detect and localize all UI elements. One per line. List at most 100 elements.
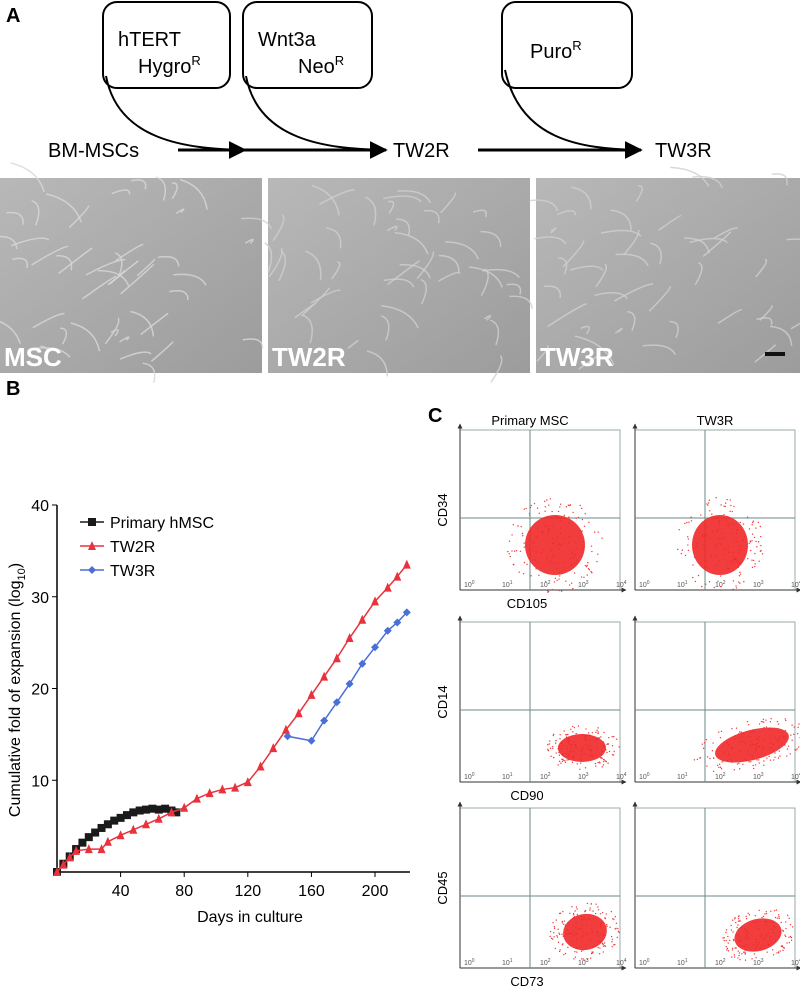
panel-label: C (428, 405, 442, 427)
decade-label: 101 (502, 580, 513, 589)
cell (386, 225, 398, 232)
event (552, 734, 555, 737)
event (793, 733, 795, 736)
event (515, 549, 518, 552)
cell (278, 250, 286, 282)
event (739, 582, 741, 584)
tick-base: 10 (502, 774, 510, 781)
event (758, 560, 760, 562)
event (549, 498, 551, 500)
data-point (332, 698, 341, 707)
event (711, 513, 713, 515)
event (770, 910, 772, 913)
cell (12, 257, 29, 269)
event (739, 521, 742, 524)
cell (0, 235, 18, 250)
event (793, 726, 795, 728)
event (751, 958, 753, 960)
event (587, 561, 589, 564)
event (749, 549, 752, 552)
construct-gene: PuroR (530, 38, 582, 63)
event (681, 549, 684, 551)
event (563, 730, 565, 732)
event (760, 720, 763, 723)
event (678, 528, 680, 531)
cell (120, 263, 155, 295)
event (577, 725, 580, 727)
data-point (72, 845, 81, 855)
event (565, 506, 568, 508)
legend-marker (88, 518, 96, 526)
event (733, 956, 736, 958)
legend-marker (88, 541, 96, 550)
event (790, 939, 793, 941)
event (761, 916, 763, 919)
event (517, 525, 519, 527)
event (744, 959, 747, 961)
event (576, 908, 578, 910)
event (554, 947, 557, 950)
event (558, 578, 560, 580)
cell (769, 325, 793, 346)
tick-base: 10 (578, 774, 586, 781)
cell (445, 241, 479, 260)
event (538, 512, 540, 515)
column-header: TW3R (697, 413, 734, 428)
data-point (371, 596, 380, 606)
event (753, 953, 756, 955)
event (748, 724, 750, 726)
event (776, 917, 779, 919)
tick-base: 10 (677, 582, 685, 589)
event (738, 762, 740, 764)
event (725, 502, 727, 504)
event (755, 540, 757, 543)
event (686, 521, 688, 524)
data-point (91, 828, 100, 837)
event (588, 521, 590, 524)
tick-base: 10 (502, 582, 510, 589)
event (568, 504, 571, 507)
event-cloud (547, 725, 620, 770)
decade-label: 104 (616, 772, 627, 781)
event (546, 590, 549, 592)
event (617, 927, 619, 930)
decade-label: 101 (677, 580, 688, 589)
data-point (358, 659, 367, 668)
event (795, 749, 797, 751)
cell (536, 345, 549, 362)
data-point (148, 804, 157, 813)
event (773, 759, 775, 761)
decade-label: 103 (753, 772, 764, 781)
cell (319, 189, 355, 206)
event (607, 743, 610, 745)
event (706, 765, 708, 767)
event-core (692, 515, 748, 575)
construct-box (102, 1, 231, 89)
event (735, 727, 738, 729)
y-axis-label-text: ) (7, 563, 24, 568)
event (561, 758, 563, 761)
event (706, 756, 709, 758)
event-core (558, 734, 606, 762)
cell (397, 190, 432, 204)
construct-gene: NeoR (298, 53, 344, 78)
decade-label: 100 (639, 958, 650, 967)
event (553, 927, 556, 929)
event (511, 550, 513, 552)
tick-exponent: 2 (548, 580, 551, 586)
data-point (320, 716, 329, 725)
tick-base: 10 (639, 960, 647, 967)
event (763, 760, 765, 762)
event (587, 732, 590, 734)
cell (347, 339, 359, 349)
event (764, 913, 766, 915)
tick-base: 10 (578, 960, 586, 967)
event (785, 719, 787, 722)
event (575, 517, 577, 519)
event (606, 923, 608, 926)
cell (68, 205, 90, 229)
tick-base: 10 (540, 582, 548, 589)
tick-exponent: 1 (685, 958, 688, 964)
event (556, 934, 558, 937)
decade-label: 101 (677, 772, 688, 781)
